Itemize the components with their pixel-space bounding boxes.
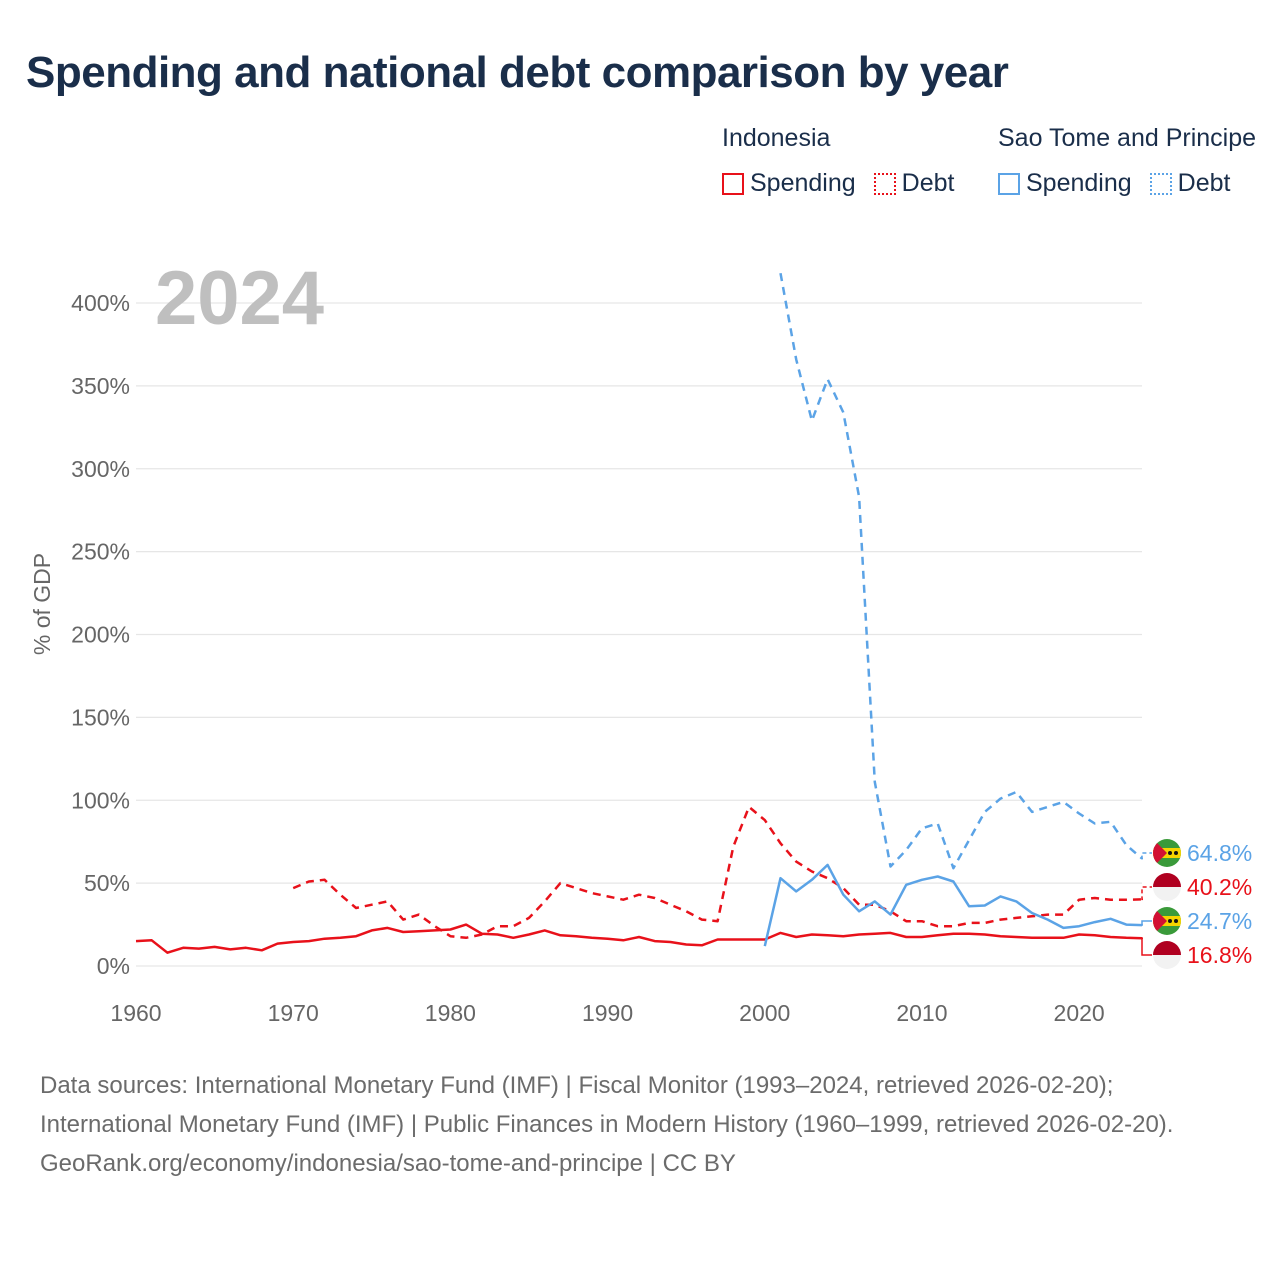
flag-sao-tome-icon <box>1153 907 1181 935</box>
legend-country-label: Indonesia <box>722 124 831 152</box>
y-tick-label: 100% <box>71 787 130 813</box>
y-tick-label: 350% <box>71 373 130 399</box>
legend-item-label: Debt <box>901 169 955 197</box>
series-layer <box>135 272 1143 954</box>
footer: Data sources: International Monetary Fun… <box>40 1066 1240 1183</box>
chart-title: Spending and national debt comparison by… <box>26 48 1009 97</box>
legend-item-label: Spending <box>750 169 856 197</box>
flag-indonesia-icon <box>1153 941 1181 969</box>
x-tick-label: 2010 <box>896 1000 947 1026</box>
flag-sao-tome-icon <box>1153 839 1181 867</box>
legend-item-sao-tome-spending[interactable]: Spending <box>998 169 1132 198</box>
legend-swatch-dotted <box>1149 172 1172 195</box>
y-tick-label: 300% <box>71 456 130 482</box>
x-axis: 1960 1970 1980 1990 2000 2010 2020 <box>110 1000 1104 1026</box>
x-tick-label: 1960 <box>110 1000 161 1026</box>
series-line[interactable] <box>292 805 1143 940</box>
end-label-connector <box>1141 886 1152 901</box>
legend-item-indonesia-debt[interactable]: Debt <box>873 169 955 198</box>
legend-swatch-dotted <box>873 172 896 195</box>
legend-country-label: Sao Tome and Principe <box>998 124 1257 152</box>
end-label-connector <box>1141 937 1152 956</box>
legend-item-sao-tome-debt[interactable]: Debt <box>1149 169 1231 198</box>
y-tick-label: 250% <box>71 539 130 565</box>
x-tick-label: 1980 <box>425 1000 476 1026</box>
legend-item-label: Spending <box>1026 169 1132 197</box>
end-label-connector <box>1141 920 1152 926</box>
year-watermark: 2024 <box>155 256 324 341</box>
end-value-label: 24.7% <box>1187 908 1252 934</box>
data-sources: Data sources: International Monetary Fun… <box>40 1072 1174 1138</box>
end-value-label: 16.8% <box>1187 942 1252 968</box>
end-label-connector <box>1141 852 1152 860</box>
credit-link[interactable]: GeoRank.org/economy/indonesia/sao-tome-a… <box>40 1150 736 1177</box>
x-tick-label: 2000 <box>739 1000 790 1026</box>
y-tick-label: 50% <box>84 870 130 896</box>
series-line[interactable] <box>135 923 1143 954</box>
legend-group-sao-tome: Sao Tome and Principe Spending Debt <box>998 124 1256 198</box>
legend-item-label: Debt <box>1177 169 1231 197</box>
x-tick-label: 1970 <box>268 1000 319 1026</box>
end-value-label: 64.8% <box>1187 840 1252 866</box>
flag-indonesia-icon <box>1153 873 1181 901</box>
y-tick-label: 150% <box>71 704 130 730</box>
y-axis: 0% 50% 100% 150% 200% 250% 300% 350% 400% <box>71 290 130 979</box>
end-labels: 64.8% 40.2% 24.7% 16.8% <box>1141 839 1252 969</box>
y-tick-label: 0% <box>97 953 130 979</box>
legend-group-indonesia: Indonesia Spending Debt <box>722 124 954 198</box>
x-tick-label: 2020 <box>1054 1000 1105 1026</box>
y-axis-label: % of GDP <box>29 553 55 655</box>
grid-lines <box>136 302 1142 967</box>
series-line[interactable] <box>779 272 1143 870</box>
y-tick-label: 400% <box>71 290 130 316</box>
legend-swatch-solid <box>722 172 744 195</box>
x-tick-label: 1990 <box>582 1000 633 1026</box>
legend-swatch-solid <box>998 172 1020 195</box>
end-value-label: 40.2% <box>1187 874 1252 900</box>
line-chart: 0%50%100%150%200%250%300%350%400% 1960 19… <box>29 256 1252 1026</box>
series-line[interactable] <box>763 863 1143 947</box>
legend-item-indonesia-spending[interactable]: Spending <box>722 169 856 198</box>
y-tick-label: 200% <box>71 622 130 648</box>
